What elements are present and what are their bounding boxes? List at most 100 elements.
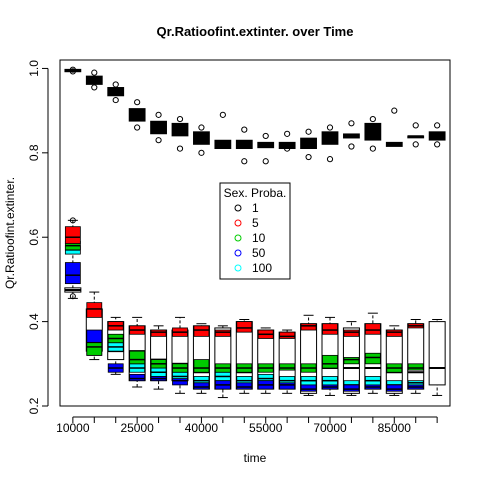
outlier-point <box>219 111 226 118</box>
series-box-50 <box>129 373 146 382</box>
outlier-point <box>198 149 205 156</box>
series-box-50 <box>279 382 296 390</box>
outlier-point <box>134 124 141 131</box>
outlier-point <box>412 141 419 148</box>
outlier-point <box>155 111 162 118</box>
series-box-1 <box>300 137 317 150</box>
series-box-1 <box>321 131 339 145</box>
outlier-point <box>69 217 76 224</box>
outlier-point <box>348 120 355 127</box>
series-box-5 <box>279 331 296 339</box>
y-tick-label: 0.2 <box>27 397 41 414</box>
chart-title: Qr.Ratioofint.extinter. over Time <box>157 24 354 39</box>
x-tick-label: 40000 <box>185 421 219 435</box>
outlier-point <box>112 96 119 104</box>
legend-marker <box>234 234 242 242</box>
overall-box <box>428 321 446 386</box>
series-box-50 <box>64 262 81 285</box>
outlier-point <box>91 69 98 76</box>
outlier-point <box>348 143 355 150</box>
series-box-10 <box>407 363 424 371</box>
series-box-10 <box>343 357 360 365</box>
series-box-10 <box>322 354 338 369</box>
y-tick-label: 1.0 <box>27 60 41 77</box>
series-box-5 <box>86 302 103 318</box>
outlier-point <box>391 107 398 114</box>
series-box-5 <box>150 329 167 337</box>
x-tick-label: 10000 <box>56 421 90 435</box>
series-box-100 <box>193 376 210 384</box>
y-tick-label: 0.4 <box>27 313 41 330</box>
legend-title: Sex. Proba. <box>224 186 287 200</box>
x-tick-label: 25000 <box>120 421 154 435</box>
series-box-50 <box>300 384 317 392</box>
x-tick-label: 85000 <box>378 421 412 435</box>
outlier-point <box>326 124 334 131</box>
series-box-5 <box>343 329 360 337</box>
series-box-10 <box>129 350 146 365</box>
legend-label: 1 <box>252 201 259 215</box>
outlier-point <box>412 122 419 129</box>
plot-frame <box>59 59 451 407</box>
legend-label: 10 <box>252 231 266 245</box>
series-box-50 <box>343 384 360 392</box>
y-axis-label: Qr.Ratioofint.extinter. <box>3 177 17 289</box>
series-box-1 <box>364 122 382 141</box>
series-box-10 <box>364 352 381 365</box>
series-box-50 <box>193 382 210 390</box>
outlier-point <box>284 130 291 137</box>
outlier-point <box>434 122 441 129</box>
outlier-point <box>284 145 291 152</box>
legend-marker <box>234 219 242 227</box>
y-tick-label: 0.8 <box>27 144 41 161</box>
series-box-50 <box>236 382 253 390</box>
series-box-50 <box>172 378 188 386</box>
outlier-point <box>69 293 76 300</box>
outlier-point <box>434 141 441 148</box>
series-box-5 <box>386 329 403 337</box>
x-axis-label: time <box>244 451 267 465</box>
legend-marker <box>234 264 242 272</box>
outlier-point <box>69 66 76 73</box>
x-tick-label: 55000 <box>249 421 283 435</box>
series-box-5 <box>193 325 210 337</box>
series-box-5 <box>236 321 253 333</box>
outlier-point <box>369 115 376 123</box>
outlier-point <box>262 132 269 140</box>
series-box-5 <box>364 323 381 335</box>
outlier-point <box>198 124 205 131</box>
series-box-10 <box>193 359 210 373</box>
legend-box <box>219 182 291 280</box>
outlier-point <box>134 99 141 106</box>
series-box-10 <box>86 342 103 356</box>
legend-label: 50 <box>252 246 266 260</box>
outlier-point <box>241 158 248 165</box>
series-box-5 <box>322 323 338 335</box>
x-tick-label: 70000 <box>313 421 347 435</box>
series-box-5 <box>64 226 81 244</box>
series-box-100 <box>257 373 274 382</box>
legend-label: 100 <box>252 261 272 275</box>
series-box-10 <box>279 363 296 371</box>
overall-box <box>407 323 425 390</box>
axes: 0.2 0.4 0.6 0.8 1.0 10000 25000 40000 55000 70000… <box>27 60 438 435</box>
outlier-point <box>326 156 334 163</box>
legend-marker <box>234 204 242 212</box>
y-tick-label: 0.6 <box>27 229 41 246</box>
outlier-point <box>241 126 248 133</box>
outlier-point <box>176 145 184 152</box>
outlier-point <box>112 81 119 88</box>
outlier-point <box>155 137 162 144</box>
outlier-point <box>369 145 376 152</box>
outlier-point <box>176 115 184 123</box>
series-box-5 <box>214 329 231 337</box>
outlier-point <box>305 153 312 161</box>
series-box-5 <box>300 323 317 331</box>
legend-marker <box>234 249 242 257</box>
outlier-point <box>262 158 269 165</box>
series-box-1 <box>214 139 232 150</box>
legend-label: 5 <box>252 216 259 230</box>
